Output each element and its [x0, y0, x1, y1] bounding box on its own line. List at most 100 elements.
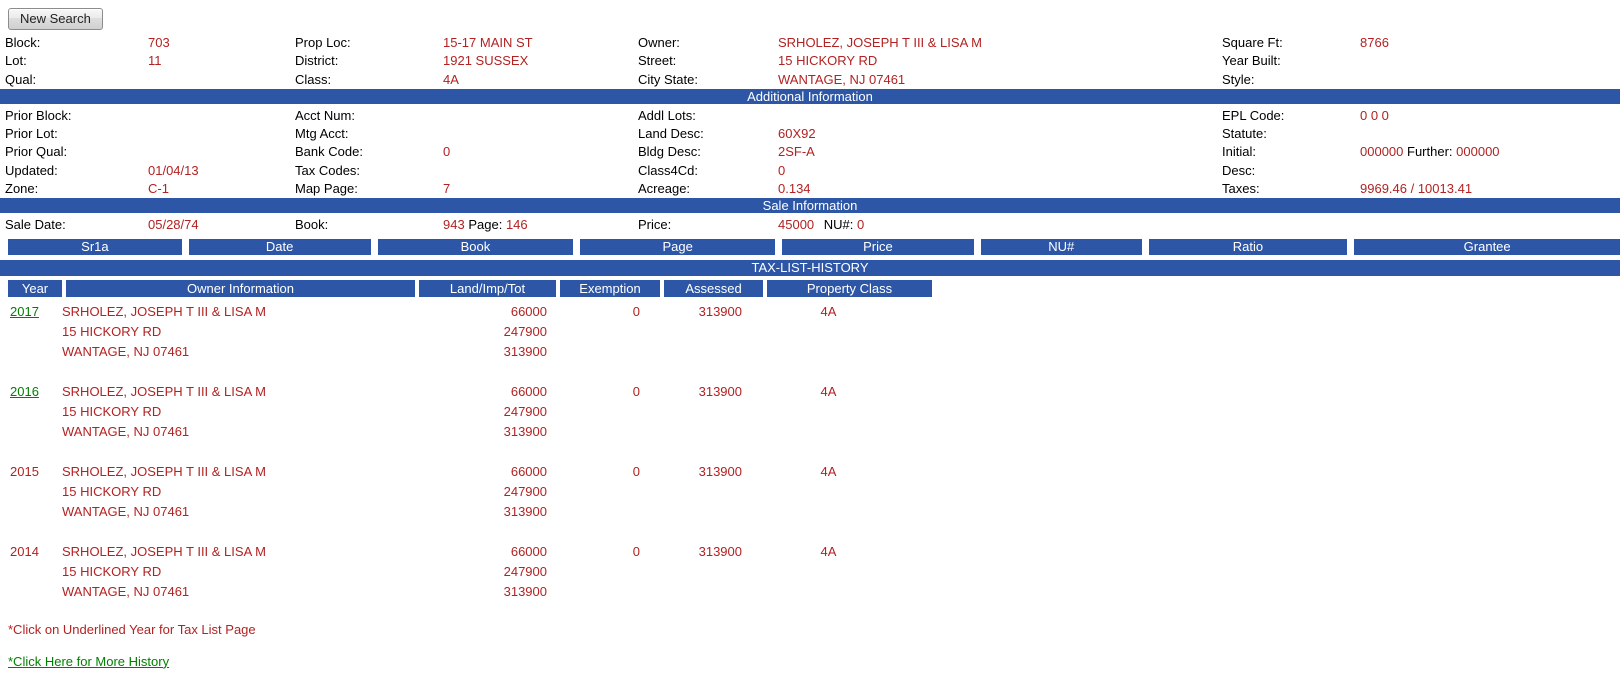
improvement-value: 247900: [503, 483, 547, 499]
sr1a-column-header: Sr1a: [8, 238, 182, 255]
section-bar-sale-information: Sale Information: [0, 198, 1620, 214]
epl-code-value: 0 0 0: [1360, 107, 1389, 123]
property-class-value: 4A: [820, 303, 837, 319]
year-cell: 2014: [8, 542, 62, 602]
class-value: 4A: [443, 71, 459, 87]
sr1a-column-header: Date: [188, 238, 371, 255]
updated-label: Updated:: [5, 162, 58, 178]
history-row: 2017 SRHOLEZ, JOSEPH T III & LISA M 15 H…: [8, 302, 1620, 362]
nu-value: 0: [857, 217, 865, 233]
book-page-cell: 943 Page: 146: [443, 216, 638, 234]
land-desc-value: 60X92: [778, 126, 816, 142]
owner-line: WANTAGE, NJ 07461: [62, 583, 190, 599]
year-cell: 2015: [8, 462, 62, 522]
city-state-value: WANTAGE, NJ 07461: [778, 71, 906, 87]
prior-lot-label: Prior Lot:: [5, 126, 58, 142]
mtg-acct-value: [443, 125, 638, 143]
zone-value: C-1: [148, 181, 169, 197]
initial-further-cell: 000000 Further: 000000: [1360, 143, 1620, 161]
owner-cell: SRHOLEZ, JOSEPH T III & LISA M 15 HICKOR…: [62, 542, 419, 602]
owner-line: SRHOLEZ, JOSEPH T III & LISA M: [62, 303, 266, 319]
history-row: 2015 SRHOLEZ, JOSEPH T III & LISA M 15 H…: [8, 462, 1620, 522]
bldg-desc-label: Bldg Desc:: [638, 144, 701, 160]
taxes-value: 9969.46 / 10013.41: [1360, 181, 1473, 197]
total-value: 313900: [503, 343, 547, 359]
sr1a-column-header: Price: [782, 238, 974, 255]
land-desc-label: Land Desc:: [638, 126, 704, 142]
footnote-underlined-year: *Click on Underlined Year for Tax List P…: [8, 621, 256, 637]
section-bar-additional-information: Additional Information: [0, 88, 1620, 104]
qual-value: [148, 71, 295, 89]
owner-line: WANTAGE, NJ 07461: [62, 343, 190, 359]
prior-qual-label: Prior Qual:: [5, 144, 68, 160]
tax-year-link[interactable]: 2016: [10, 383, 39, 399]
owner-label: Owner:: [638, 35, 680, 50]
history-column-header: Year: [8, 279, 62, 297]
mtg-acct-label: Mtg Acct:: [295, 126, 349, 142]
improvement-value: 247900: [503, 563, 547, 579]
acreage-value: 0.134: [778, 181, 811, 197]
sr1a-column-header: Grantee: [1354, 238, 1620, 255]
prior-block-label: Prior Block:: [5, 107, 72, 123]
sale-date-label: Sale Date:: [5, 217, 66, 233]
property-summary-row: Lot: 11 District: 1921 SUSSEX Street: 15…: [0, 52, 1620, 70]
block-label: Block:: [5, 35, 41, 50]
land-value: 66000: [510, 543, 547, 559]
history-row: 2014 SRHOLEZ, JOSEPH T III & LISA M 15 H…: [8, 542, 1620, 602]
bldg-desc-value: 2SF-A: [778, 144, 815, 160]
owner-cell: SRHOLEZ, JOSEPH T III & LISA M 15 HICKOR…: [62, 302, 419, 362]
sale-date-value: 05/28/74: [148, 217, 199, 233]
price-nu-cell: 45000 NU#: 0: [778, 216, 1222, 234]
lot-label: Lot:: [5, 53, 27, 69]
tax-codes-value: [443, 162, 638, 180]
exemption-value: 0: [632, 303, 640, 319]
page-label: Page:: [468, 217, 503, 233]
year-cell: 2016: [8, 382, 62, 442]
acct-num-value: [443, 107, 638, 125]
additional-info-row: Updated: 01/04/13 Tax Codes: Class4Cd: 0…: [0, 162, 1620, 180]
style-label: Style:: [1222, 71, 1255, 87]
exemption-value: 0: [632, 463, 640, 479]
tax-list-history-table: 2017 SRHOLEZ, JOSEPH T III & LISA M 15 H…: [0, 302, 1620, 602]
qual-label: Qual:: [5, 71, 37, 87]
owner-line: 15 HICKORY RD: [62, 483, 162, 499]
tax-year-link: 2015: [10, 463, 39, 479]
property-class-value: 4A: [820, 463, 837, 479]
desc-value: [1360, 162, 1620, 180]
history-header-row: Year Owner Information Land/Imp/Tot Exem…: [8, 279, 1620, 297]
nu-label: NU#:: [823, 217, 854, 233]
more-history-link[interactable]: *Click Here for More History: [8, 653, 170, 669]
property-summary-row: Block: 703 Prop Loc: 15-17 MAIN ST Owner…: [0, 34, 1620, 52]
book-label: Book:: [295, 217, 329, 233]
improvement-value: 247900: [503, 403, 547, 419]
acreage-label: Acreage:: [638, 181, 691, 197]
owner-line: 15 HICKORY RD: [62, 323, 162, 339]
initial-label: Initial:: [1222, 144, 1256, 160]
owner-line: 15 HICKORY RD: [62, 563, 162, 579]
assessed-value: 313900: [698, 463, 742, 479]
new-search-button[interactable]: New Search: [8, 8, 103, 30]
assessed-value: 313900: [698, 383, 742, 399]
land-value: 66000: [510, 383, 547, 399]
sr1a-header-row: Sr1a Date Book Page Price NU# Ratio Gran…: [8, 238, 1620, 255]
additional-info-row: Zone: C-1 Map Page: 7 Acreage: 0.134 Tax…: [0, 180, 1620, 198]
owner-line: SRHOLEZ, JOSEPH T III & LISA M: [62, 463, 266, 479]
total-value: 313900: [503, 423, 547, 439]
square-ft-label: Square Ft:: [1222, 35, 1283, 50]
district-value: 1921 SUSSEX: [443, 53, 529, 69]
history-row: 2016 SRHOLEZ, JOSEPH T III & LISA M 15 H…: [8, 382, 1620, 442]
section-bar-tax-list-history: TAX-LIST-HISTORY: [0, 259, 1620, 276]
owner-line: SRHOLEZ, JOSEPH T III & LISA M: [62, 543, 266, 559]
tax-year-link[interactable]: 2017: [10, 303, 39, 319]
updated-value: 01/04/13: [148, 162, 199, 178]
sr1a-column-header: NU#: [980, 238, 1142, 255]
prior-lot-value: [148, 125, 295, 143]
history-column-header: Property Class: [767, 279, 932, 297]
initial-value: 000000: [1360, 144, 1404, 160]
block-value: 703: [148, 35, 170, 50]
further-value: 000000: [1456, 144, 1500, 160]
prior-qual-value: [148, 143, 295, 161]
class4cd-label: Class4Cd:: [638, 162, 698, 178]
tax-codes-label: Tax Codes:: [295, 162, 361, 178]
statute-value: [1360, 125, 1620, 143]
